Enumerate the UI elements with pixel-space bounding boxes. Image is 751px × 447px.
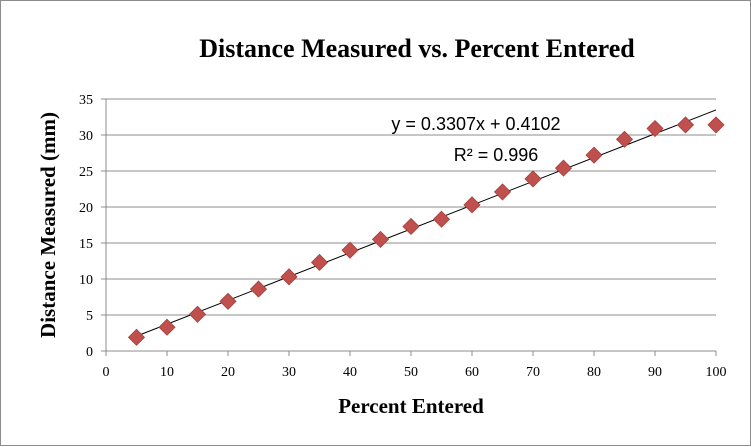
chart-title: Distance Measured vs. Percent Entered (199, 34, 635, 63)
y-tick-label: 35 (79, 93, 93, 108)
x-tick-label: 0 (103, 365, 110, 380)
data-point-diamond (127, 328, 146, 346)
data-point-diamond (402, 217, 420, 236)
x-tick-label: 100 (706, 365, 727, 380)
x-tick-label: 40 (343, 365, 357, 380)
y-tick-label: 20 (79, 201, 93, 216)
data-point-diamond (615, 130, 634, 148)
x-tick-label: 90 (648, 365, 662, 380)
data-point-diamond (188, 305, 207, 323)
axes (101, 98, 717, 356)
data-point-diamond (707, 116, 725, 134)
x-tick-label: 10 (160, 365, 174, 380)
x-axis-title: Percent Entered (338, 394, 484, 418)
data-point-diamond (249, 280, 268, 298)
data-point-diamond (158, 318, 176, 336)
data-point-diamond (432, 210, 451, 228)
data-point-diamond (280, 268, 298, 286)
y-tick-label: 30 (79, 129, 93, 144)
gridlines (106, 98, 716, 316)
y-tick-label: 15 (79, 237, 93, 252)
data-point-diamond (524, 170, 542, 188)
data-point-diamond (371, 230, 390, 248)
trendline-equation: y = 0.3307x + 0.4102 (391, 114, 560, 134)
data-point-diamond (646, 119, 664, 138)
x-tick-label: 20 (221, 365, 235, 380)
tick-labels: 0 5 10 15 20 25 30 35 0 10 20 30 40 50 60 70 80 90 100 (79, 93, 727, 380)
y-tick-label: 0 (86, 345, 93, 360)
y-tick-label: 10 (79, 273, 93, 288)
y-axis-title: Distance Measured (mm) (36, 112, 60, 338)
data-point-diamond (493, 183, 512, 201)
data-points (127, 116, 725, 346)
y-tick-label: 5 (86, 309, 93, 324)
trendline-r-squared: R² = 0.996 (454, 145, 539, 165)
x-tick-label: 80 (587, 365, 601, 380)
y-tick-label: 25 (79, 165, 93, 180)
x-tick-label: 50 (404, 365, 418, 380)
data-point-diamond (341, 241, 359, 259)
data-point-diamond (310, 253, 329, 272)
data-point-diamond (463, 196, 481, 214)
x-tick-label: 30 (282, 365, 296, 380)
data-point-diamond (554, 159, 573, 177)
x-tick-label: 60 (465, 365, 479, 380)
x-tick-label: 70 (526, 365, 540, 380)
data-point-diamond (585, 146, 603, 164)
data-point-diamond (219, 292, 237, 310)
data-point-diamond (676, 116, 695, 134)
